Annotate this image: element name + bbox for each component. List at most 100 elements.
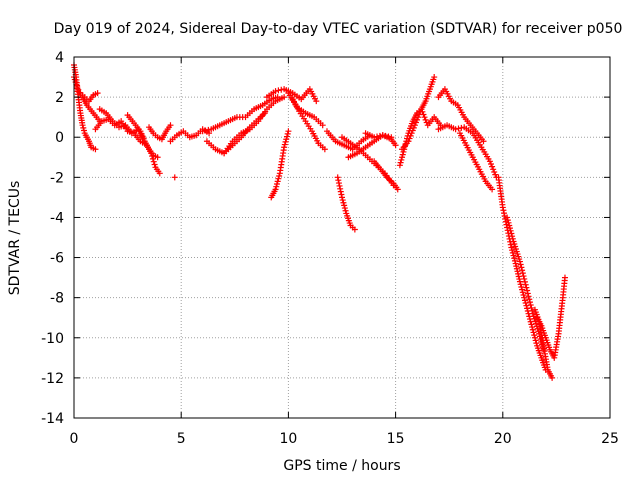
data-point bbox=[418, 106, 425, 113]
data-point bbox=[94, 90, 101, 97]
data-point-trail bbox=[273, 183, 280, 190]
data-point bbox=[313, 98, 320, 105]
data-point-trail bbox=[420, 111, 427, 118]
data-point bbox=[561, 274, 568, 281]
data-point bbox=[199, 128, 206, 135]
data-point-trail bbox=[81, 127, 88, 134]
data-point bbox=[154, 154, 161, 161]
data-point-trail bbox=[273, 181, 280, 188]
data-point-trail bbox=[533, 340, 540, 347]
data-point-trail bbox=[519, 270, 526, 277]
x-tick-label: 10 bbox=[279, 431, 297, 447]
data-point-trail bbox=[278, 86, 285, 93]
data-point-trail bbox=[519, 289, 526, 296]
data-point-trail bbox=[76, 89, 83, 96]
y-tick-label: 2 bbox=[55, 90, 64, 106]
data-point-trail bbox=[520, 291, 527, 298]
data-point-trail bbox=[283, 133, 290, 140]
data-point bbox=[523, 284, 530, 291]
y-tick-label: -8 bbox=[50, 291, 64, 307]
plot-frame bbox=[73, 56, 611, 419]
data-point bbox=[167, 122, 174, 129]
data-point-trail bbox=[415, 114, 422, 121]
data-point-trail bbox=[275, 87, 282, 94]
data-point-trail bbox=[521, 275, 528, 282]
data-point bbox=[74, 84, 81, 91]
data-point-trail bbox=[531, 332, 538, 339]
data-point-trail bbox=[519, 267, 526, 274]
data-point-trail bbox=[523, 302, 530, 309]
data-point-trail bbox=[528, 304, 535, 311]
data-point-trail bbox=[500, 207, 507, 214]
data-point-trail bbox=[406, 135, 413, 142]
data-point bbox=[521, 294, 528, 301]
data-point-trail bbox=[202, 127, 209, 134]
data-point-trail bbox=[522, 281, 529, 288]
data-point-trail bbox=[335, 180, 342, 187]
data-point-trail bbox=[341, 205, 348, 212]
data-point bbox=[499, 204, 506, 211]
data-point bbox=[452, 126, 459, 133]
data-point-trail bbox=[524, 287, 531, 294]
data-point-trail bbox=[340, 199, 347, 206]
data-point-trail bbox=[399, 151, 406, 158]
data-point-trail bbox=[419, 108, 426, 115]
data-point-trail bbox=[338, 191, 345, 198]
data-point-trail bbox=[517, 281, 524, 288]
data-point bbox=[156, 170, 163, 177]
data-point-trail bbox=[509, 233, 516, 240]
data-point-trail bbox=[524, 290, 531, 297]
data-point bbox=[285, 128, 292, 135]
data-point-trail bbox=[414, 116, 421, 123]
data-point bbox=[171, 174, 178, 181]
data-point bbox=[321, 146, 328, 153]
data-point-trail bbox=[341, 202, 348, 209]
x-tick-label: 5 bbox=[177, 431, 186, 447]
data-point-trail bbox=[509, 249, 516, 256]
data-point-trail bbox=[490, 166, 497, 173]
x-tick-label: 0 bbox=[70, 431, 79, 447]
data-point bbox=[392, 142, 399, 149]
x-axis-label: GPS time / hours bbox=[283, 458, 400, 474]
data-point-trail bbox=[509, 247, 516, 254]
data-point-trail bbox=[281, 141, 288, 148]
data-point-trail bbox=[526, 299, 533, 306]
data-point bbox=[516, 258, 523, 265]
data-point-trail bbox=[511, 257, 518, 264]
data-point-trail bbox=[526, 296, 533, 303]
data-point-trail bbox=[75, 86, 82, 93]
data-points bbox=[71, 62, 568, 381]
data-point-trail bbox=[409, 127, 416, 134]
data-point-trail bbox=[337, 188, 344, 195]
data-point bbox=[319, 122, 326, 129]
x-tick-label: 15 bbox=[387, 431, 405, 447]
data-point bbox=[486, 158, 493, 165]
data-point-trail bbox=[507, 227, 514, 234]
data-point-trail bbox=[501, 210, 508, 217]
data-point-trail bbox=[527, 302, 534, 309]
y-tick-label: -14 bbox=[41, 411, 64, 427]
data-point-trail bbox=[508, 230, 515, 237]
data-point bbox=[339, 194, 345, 201]
data-point-trail bbox=[529, 307, 536, 314]
data-point bbox=[504, 214, 511, 221]
data-point-trail bbox=[455, 125, 462, 132]
data-point-trail bbox=[511, 255, 518, 262]
data-point-trail bbox=[529, 324, 536, 331]
data-point bbox=[489, 186, 496, 193]
x-tick-label: 25 bbox=[601, 431, 619, 447]
y-tick-label: 0 bbox=[55, 130, 64, 146]
y-tick-label: -2 bbox=[50, 170, 64, 186]
data-point-trail bbox=[274, 178, 281, 185]
data-point bbox=[405, 138, 412, 145]
data-point bbox=[351, 226, 358, 233]
data-point-trail bbox=[150, 158, 157, 165]
data-point-trail bbox=[489, 163, 496, 170]
y-tick-label: -6 bbox=[50, 251, 64, 267]
data-point-trail bbox=[517, 261, 524, 268]
data-point bbox=[206, 130, 213, 137]
data-point-trail bbox=[504, 217, 511, 224]
data-point-trail bbox=[407, 132, 414, 139]
data-point bbox=[508, 244, 515, 251]
data-point-trail bbox=[275, 175, 282, 182]
